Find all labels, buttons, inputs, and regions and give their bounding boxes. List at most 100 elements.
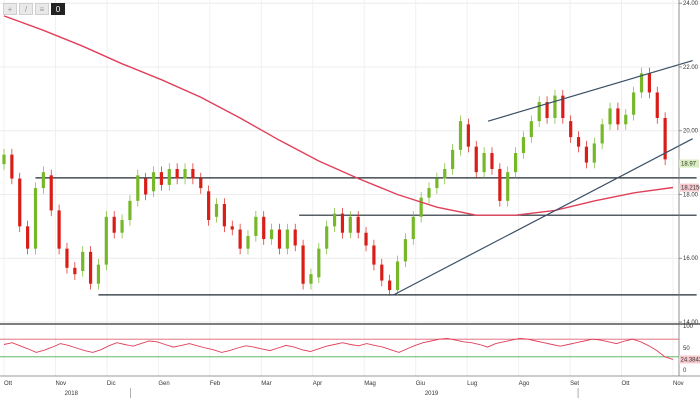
month-label: Mar	[261, 381, 271, 387]
candle	[49, 169, 53, 217]
candle-up-body	[411, 216, 415, 240]
candle	[73, 262, 77, 280]
candle-down-body	[73, 267, 77, 275]
candle-down-body	[230, 226, 234, 230]
trend-lines[interactable]	[393, 59, 693, 296]
candle	[537, 96, 541, 127]
candle	[458, 115, 463, 156]
candle	[474, 140, 478, 178]
candlestick-series	[2, 67, 667, 296]
candle	[529, 115, 533, 143]
rsi-value-badge-bg	[679, 355, 700, 364]
candle	[451, 144, 455, 175]
candle-up-body	[136, 175, 140, 201]
candle	[513, 147, 518, 178]
rsi-line	[3, 337, 674, 360]
candle-up-body	[151, 172, 156, 192]
candle-up-body	[443, 168, 447, 179]
moving-average-badge: 18.2156	[681, 186, 700, 192]
cursor-icon[interactable]: +	[3, 3, 17, 15]
candle	[151, 166, 156, 198]
candle	[380, 258, 384, 287]
candle	[191, 163, 195, 185]
candle	[254, 211, 258, 242]
candle-up-body	[458, 121, 463, 150]
candle-down-body	[88, 251, 93, 284]
candle	[57, 204, 61, 255]
rsi-tick-label: 100	[683, 324, 694, 330]
candle	[293, 223, 297, 252]
candle	[18, 172, 22, 233]
candle-up-body	[403, 239, 407, 262]
candle	[159, 166, 164, 191]
candle-up-body	[317, 248, 321, 278]
candle	[325, 220, 329, 255]
price-tick-label: 24.00	[683, 1, 699, 7]
candle	[616, 102, 620, 131]
candle-up-body	[521, 137, 526, 154]
last-price-badge: 18.97	[681, 162, 697, 168]
candle	[482, 147, 486, 178]
candle-down-body	[10, 154, 14, 179]
price-tick-label: 16.00	[683, 256, 699, 262]
candle-up-body	[120, 219, 124, 233]
pencil-icon[interactable]: /	[19, 3, 33, 15]
candle-up-body	[214, 204, 219, 217]
candle-down-body	[191, 168, 195, 179]
candle	[647, 67, 651, 99]
candle-up-body	[183, 168, 187, 179]
price-tick-label: 22.00	[683, 65, 699, 71]
settings-icon[interactable]: ≡	[35, 3, 49, 15]
candle-down-body	[498, 168, 502, 201]
candle	[222, 198, 226, 233]
candle	[576, 131, 581, 153]
candle-up-body	[506, 172, 510, 201]
candle-up-body	[395, 261, 400, 291]
candle-down-body	[144, 178, 148, 195]
candle	[33, 182, 38, 255]
zero-icon[interactable]: 0	[51, 3, 65, 15]
candle-down-body	[26, 226, 30, 249]
candle	[10, 148, 14, 185]
candle-down-body	[372, 245, 376, 265]
candle	[466, 118, 470, 153]
candle-down-body	[57, 210, 61, 249]
candle	[120, 214, 124, 239]
candle-down-body	[222, 204, 226, 227]
candle	[270, 223, 274, 245]
candle	[553, 89, 557, 124]
rsi-tick-label: 0	[683, 368, 687, 374]
candle-up-body	[128, 200, 132, 220]
candle-down-body	[356, 216, 360, 233]
candle-down-body	[388, 280, 392, 291]
candle-up-body	[419, 197, 423, 217]
candle	[545, 96, 549, 124]
candle-down-body	[175, 168, 179, 179]
candle-down-body	[207, 191, 211, 220]
candle-down-body	[238, 229, 242, 249]
candle-up-body	[348, 216, 352, 233]
candle-up-body	[33, 188, 38, 249]
candle	[490, 147, 494, 175]
candle-down-body	[616, 108, 620, 125]
candle-up-body	[104, 216, 108, 265]
trend-line[interactable]	[393, 138, 693, 296]
rsi-value-badge: 24.3843	[681, 357, 700, 363]
candle	[592, 137, 596, 169]
candle-up-body	[553, 95, 557, 118]
month-label: Lug	[467, 381, 477, 387]
candle-up-body	[639, 73, 644, 93]
month-label: Nov	[673, 381, 684, 387]
candle	[104, 211, 108, 271]
price-badges: 18.97 18.2156	[679, 159, 700, 192]
candle	[332, 207, 337, 233]
candle-down-body	[18, 178, 22, 227]
month-label: Ago	[519, 381, 530, 387]
candle	[372, 239, 376, 271]
month-label: Nov	[55, 381, 66, 387]
trend-line[interactable]	[487, 59, 693, 122]
candle-up-body	[167, 168, 171, 185]
candle	[199, 172, 203, 194]
month-label: Mag	[364, 381, 376, 387]
